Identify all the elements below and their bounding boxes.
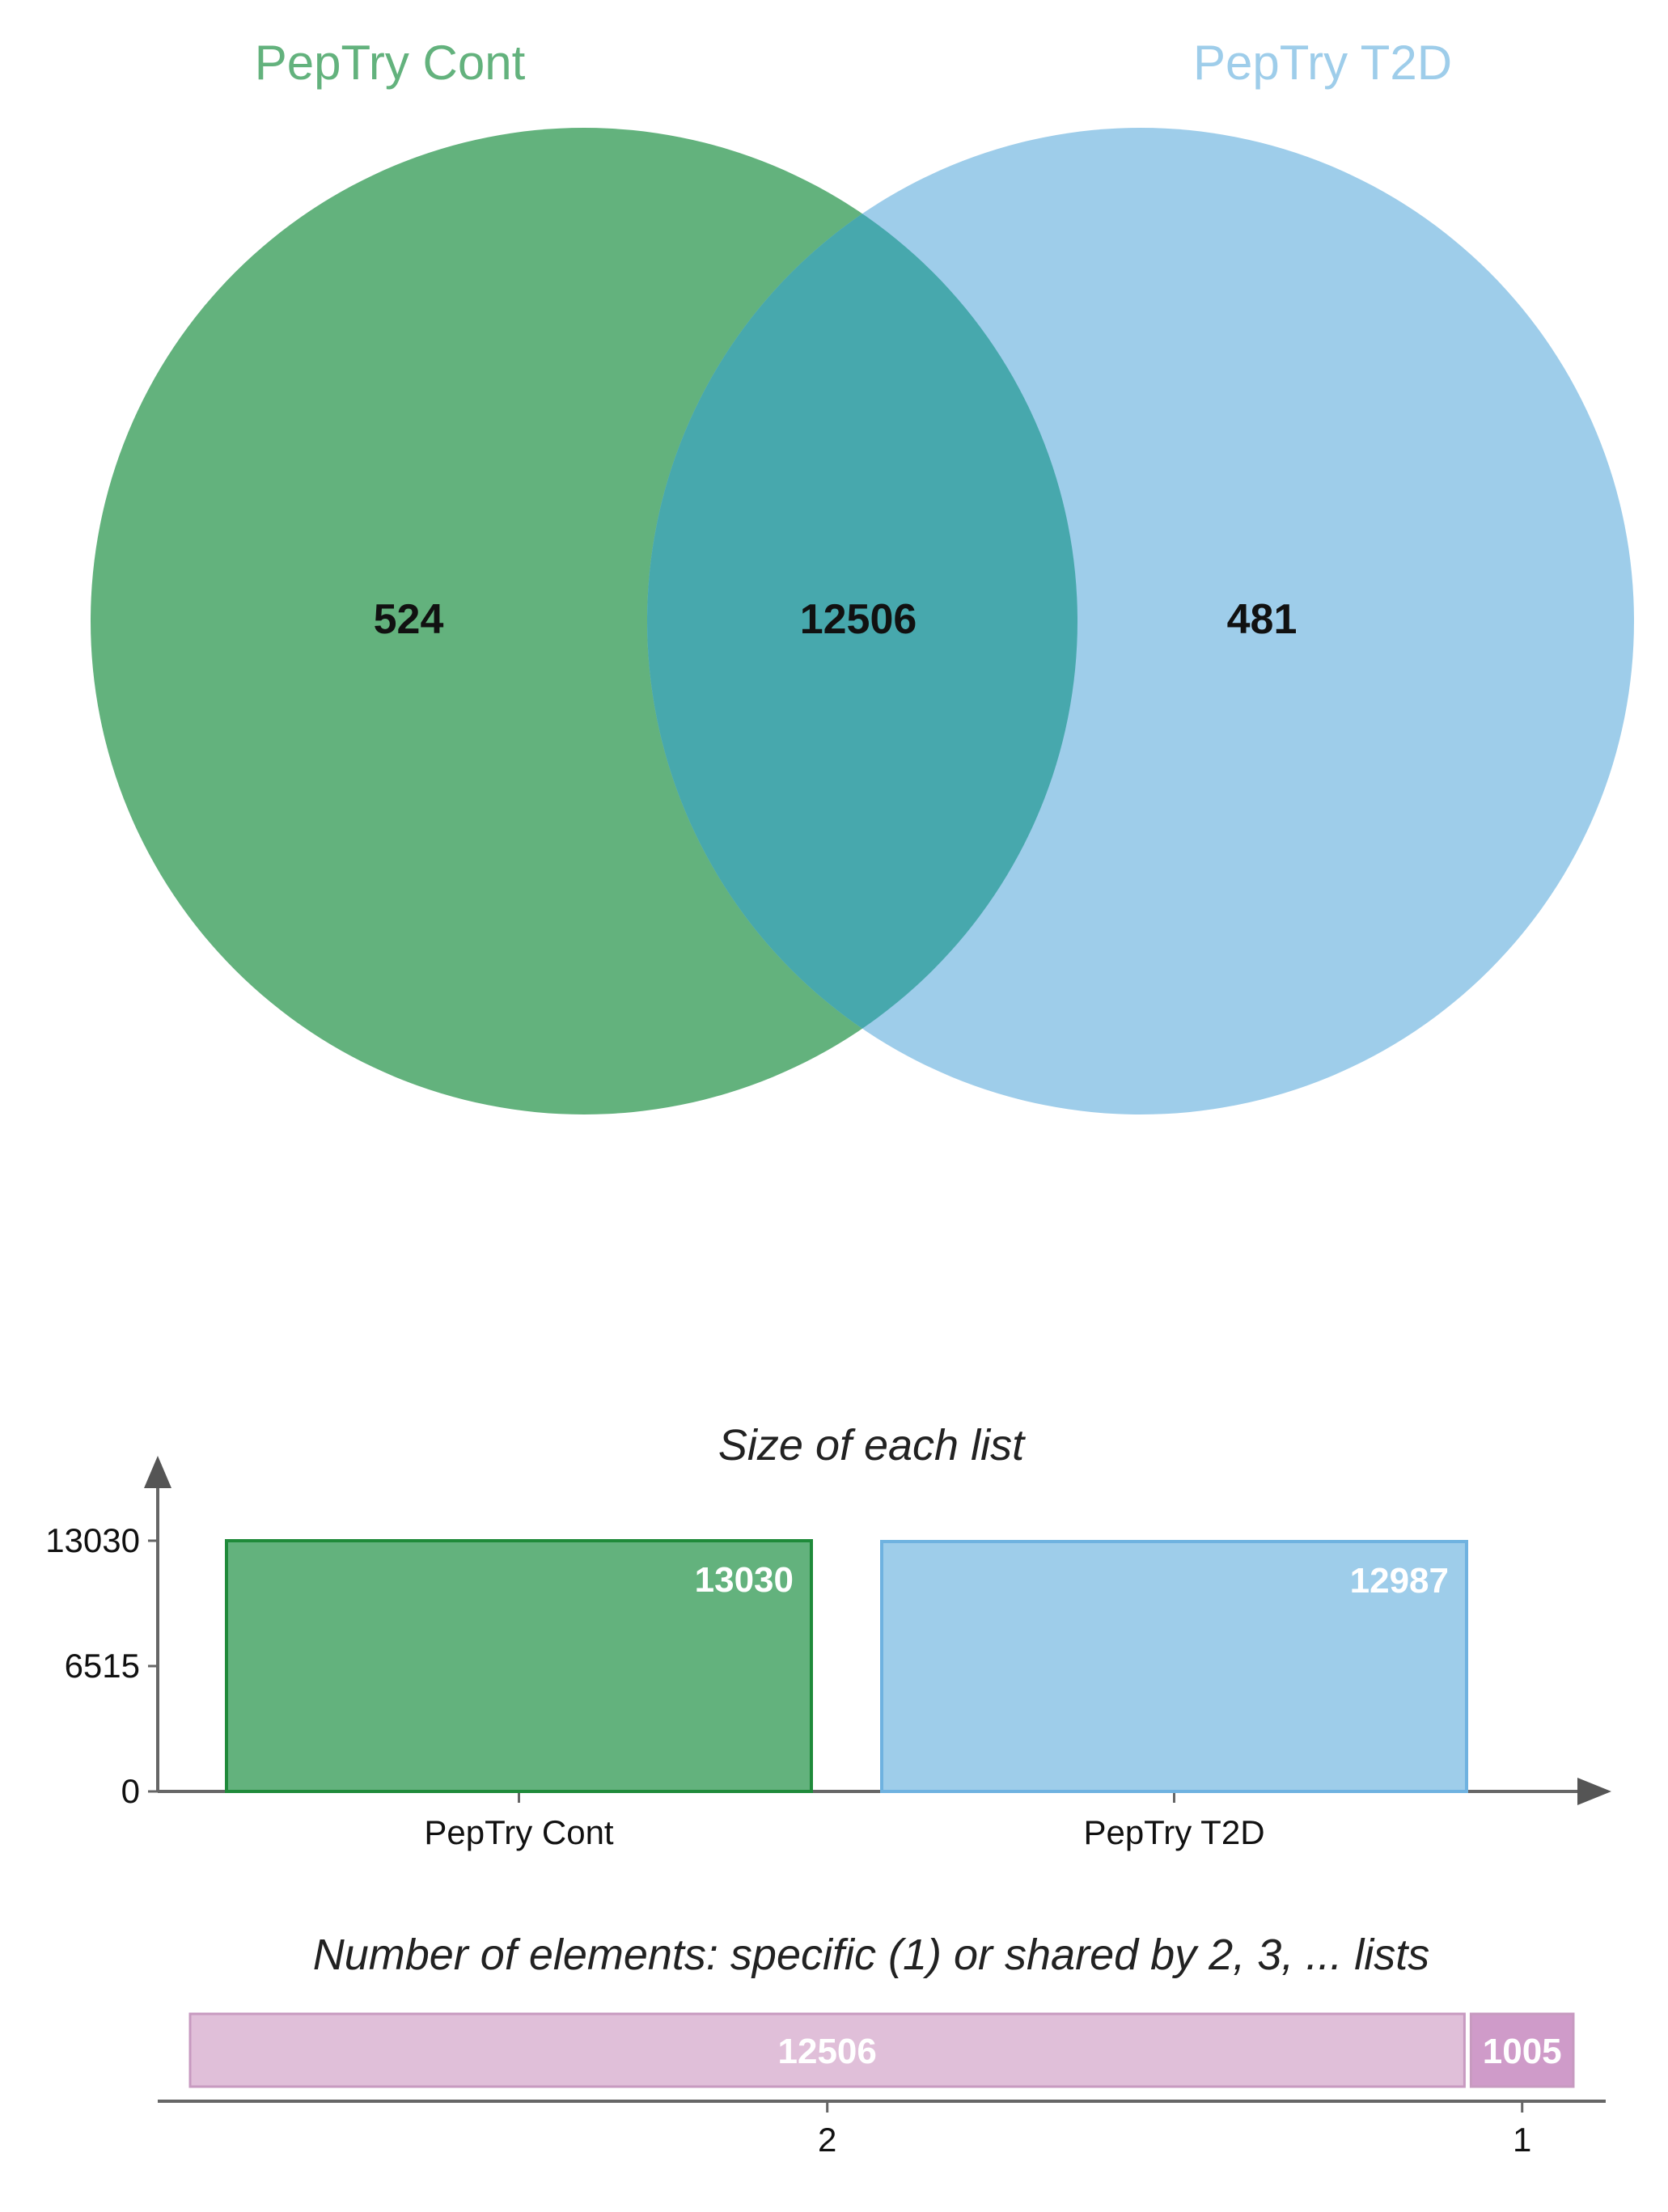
category-label: PepTry Cont [424,1813,614,1851]
bar [225,1539,813,1793]
shared-bar-segment [1469,2012,1575,2088]
venn-count-intersection: 12506 [800,596,917,643]
shared-tick-label: 2 [818,2121,836,2159]
venn-intersection [647,128,1077,1114]
shared-count-title: Number of elements: specific (1) or shar… [313,1931,1430,1979]
y-axis-arrow [144,1456,171,1488]
list-size-bars: 13030 12987 [225,1539,1468,1794]
venn-count-only-peptry-cont: 524 [374,596,444,643]
y-tick-label: 13030 [45,1521,140,1559]
shared-count-bars: 12506 2 1005 1 [158,2012,1606,2159]
shared-count-chart: Number of elements: specific (1) or shar… [158,1931,1606,2159]
list-size-chart: Size of each list 0 6515 13030 PepTry Cont P… [45,1421,1611,1851]
set-label-peptry-cont: PepTry Cont [255,36,526,90]
bar-value-label: 13030 [695,1560,794,1600]
shared-tick-label: 1 [1513,2121,1531,2159]
list-size-title: Size of each list [718,1421,1026,1470]
y-tick-label: 0 [121,1772,140,1810]
x-axis-arrow [1577,1778,1611,1805]
bar [880,1540,1468,1794]
shared-bar-value-label: 12506 [778,2032,877,2071]
bar-value-label: 12987 [1350,1561,1449,1601]
venn-count-only-peptry-t2d: 481 [1227,596,1298,643]
list-size-axes: 0 6515 13030 PepTry Cont PepTry T2D [45,1456,1611,1851]
venn-diagram: PepTry Cont PepTry T2D 524 12506 481 [91,36,1634,1114]
shared-bar-segment [188,2012,1466,2088]
y-tick-label: 6515 [65,1647,140,1685]
category-label: PepTry T2D [1083,1813,1264,1851]
shared-bar-value-label: 1005 [1483,2032,1562,2071]
set-label-peptry-t2d: PepTry T2D [1193,36,1452,90]
